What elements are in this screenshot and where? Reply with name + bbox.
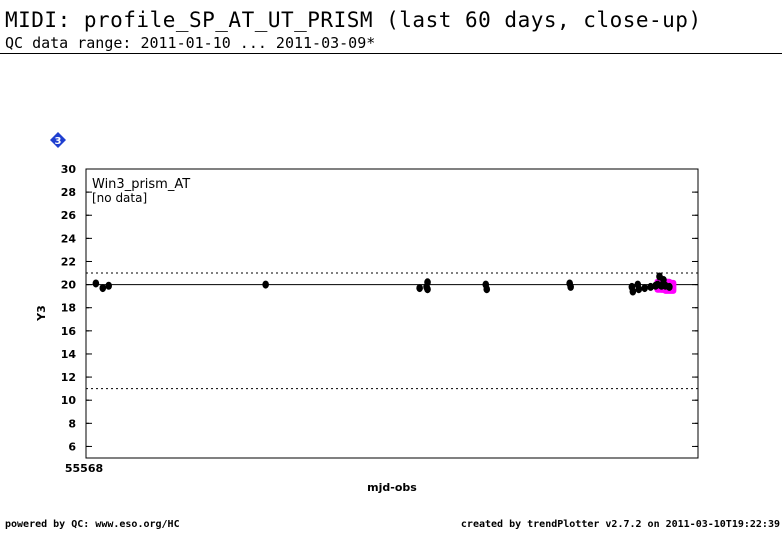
x-axis-label: mjd-obs — [367, 481, 417, 494]
y-tick-label: 22 — [61, 255, 76, 268]
footer-created-by: created by trendPlotter v2.7.2 on 2011-0… — [460, 519, 780, 530]
y-tick-label: 24 — [61, 232, 77, 245]
page-title: MIDI: profile_SP_AT_UT_PRISM (last 60 da… — [5, 8, 702, 32]
y-tick-label: 12 — [61, 371, 76, 384]
badge-diamond — [50, 132, 66, 148]
panel-note: [no data] — [92, 191, 147, 205]
footer-powered-by: powered by QC: www.eso.org/HC — [5, 519, 180, 530]
data-point — [629, 287, 637, 296]
badge-label: 3 — [55, 136, 62, 147]
qc-data-range: QC data range: 2011-01-10 ... 2011-03-09… — [5, 34, 376, 52]
data-point — [635, 285, 643, 294]
y-tick-label: 16 — [61, 325, 77, 338]
data-point — [641, 284, 648, 293]
y-tick-label: 26 — [61, 209, 77, 222]
data-point — [666, 282, 673, 291]
panel-number-icon: 3 — [50, 132, 66, 148]
plot-frame — [85, 168, 699, 459]
data-point — [424, 278, 431, 287]
data-point — [647, 282, 654, 291]
data-point — [416, 284, 423, 293]
y-tick-label: 10 — [61, 394, 77, 407]
x-tick-label: 55568 — [65, 462, 103, 475]
y-tick-label: 8 — [68, 417, 76, 430]
data-point — [567, 282, 574, 291]
y-tick-label: 30 — [61, 163, 77, 176]
data-point — [99, 284, 107, 293]
header-divider — [0, 53, 782, 54]
data-point — [483, 285, 491, 294]
y-tick-label: 6 — [68, 440, 76, 453]
panel-label: Win3_prism_AT — [92, 177, 190, 192]
y-tick-label: 18 — [61, 302, 76, 315]
y-tick-label: 14 — [61, 348, 77, 361]
data-point — [424, 285, 431, 294]
y-tick-label: 28 — [61, 186, 76, 199]
y-axis-label: Y3 — [35, 305, 48, 322]
data-point — [92, 279, 100, 288]
data-point — [262, 280, 269, 289]
data-point — [105, 281, 113, 290]
y-tick-label: 20 — [61, 279, 77, 292]
